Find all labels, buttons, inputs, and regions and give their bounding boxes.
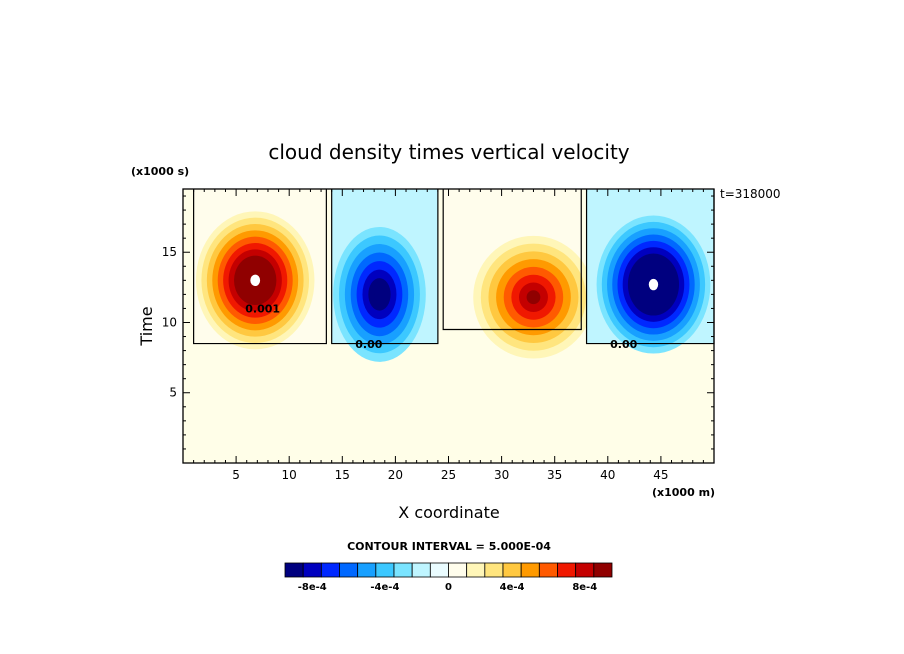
y-axis-label: Time xyxy=(137,306,156,346)
contour-interval-label: CONTOUR INTERVAL = 5.000E-04 xyxy=(347,540,551,553)
cell-4 xyxy=(586,189,714,354)
colorbar-swatch xyxy=(502,562,522,578)
y-tick-label: 5 xyxy=(169,386,177,400)
cell-3 xyxy=(443,189,594,359)
chart-title: cloud density times vertical velocity xyxy=(268,140,629,164)
x-tick-label: 10 xyxy=(282,468,297,482)
colorbar-tick-label: -4e-4 xyxy=(370,582,399,593)
heatmap-field xyxy=(183,189,714,463)
x-tick-label: 25 xyxy=(441,468,456,482)
colorbar-swatch xyxy=(466,562,486,578)
x-tick-label: 15 xyxy=(335,468,350,482)
colorbar-swatch xyxy=(302,562,322,578)
cell-1 xyxy=(193,189,327,350)
colorbar-swatch xyxy=(284,562,304,578)
colorbar-tick-label: 4e-4 xyxy=(500,582,525,593)
contour-label-2: 0.00 xyxy=(355,338,382,351)
colorbar-swatch xyxy=(411,562,431,578)
zero-contour-1 xyxy=(193,189,327,345)
colorbar-swatch xyxy=(484,562,504,578)
zero-contour-3 xyxy=(442,189,582,331)
colorbar-swatch xyxy=(575,562,595,578)
x-tick-label: 35 xyxy=(547,468,562,482)
time-stamp: t=318000 xyxy=(720,187,781,201)
contour-label-1: 0.001 xyxy=(245,303,280,316)
x-tick-label: 20 xyxy=(388,468,403,482)
colorbar-swatch xyxy=(538,562,558,578)
x-tick-label: 45 xyxy=(653,468,668,482)
x-tick-label: 30 xyxy=(494,468,509,482)
x-tick-label: 40 xyxy=(600,468,615,482)
colorbar-swatch xyxy=(448,562,468,578)
colorbar-swatch xyxy=(393,562,413,578)
colorbar-tick-label: -8e-4 xyxy=(298,582,327,593)
colorbar-swatch xyxy=(375,562,395,578)
x-axis-label: X coordinate xyxy=(398,503,499,522)
colorbar-swatch xyxy=(339,562,359,578)
zero-contour-2 xyxy=(331,189,439,345)
colorbar-swatch xyxy=(429,562,449,578)
colorbar-swatch xyxy=(593,562,613,578)
y-tick-label: 10 xyxy=(162,315,177,329)
colorbar-swatch xyxy=(520,562,540,578)
x-tick-label: 5 xyxy=(232,468,240,482)
contour-label-3: 0.00 xyxy=(610,338,637,351)
axes: 5 10 15 20 25 30 35 40 45 5 10 15 xyxy=(162,189,714,482)
colorbar-swatch xyxy=(557,562,577,578)
cell-2 xyxy=(331,189,438,362)
colorbar: -8e-4 -4e-4 0 4e-4 8e-4 xyxy=(284,562,613,593)
colorbar-swatch xyxy=(320,562,340,578)
y-units-label: (x1000 s) xyxy=(131,165,189,178)
colorbar-swatch xyxy=(357,562,377,578)
y-tick-label: 15 xyxy=(162,245,177,259)
colorbar-tick-label: 0 xyxy=(445,582,452,593)
colorbar-tick-label: 8e-4 xyxy=(572,582,597,593)
x-units-label: (x1000 m) xyxy=(652,486,715,499)
